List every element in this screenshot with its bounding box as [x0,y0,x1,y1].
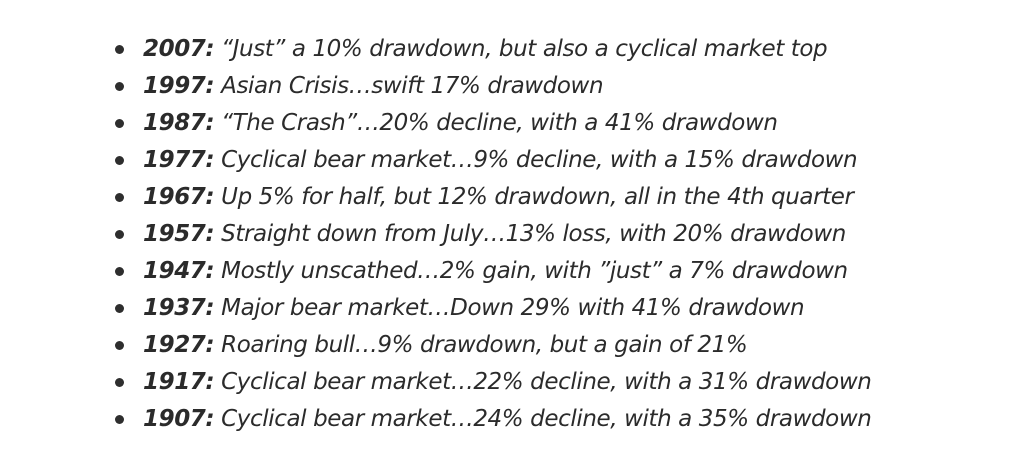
item-description: Roaring bull…9% drawdown, but a gain of … [214,332,748,358]
bullet-dot [115,82,124,91]
bullet-dot [115,119,124,128]
item-description: “Just” a 10% drawdown, but also a cyclic… [214,36,828,62]
year-label: 1967: [143,184,215,210]
list-item-line: 1987: “The Crash”…20% decline, with a 41… [143,105,778,142]
item-description: “The Crash”…20% decline, with a 41% draw… [214,110,778,136]
bullet-dot [115,341,124,350]
list-item-line: 1967: Up 5% for half, but 12% drawdown, … [143,179,854,216]
bullet-dot [115,156,124,165]
list-item-line: 1977: Cyclical bear market…9% decline, w… [143,142,858,179]
item-description: Cyclical bear market…22% decline, with a… [214,369,872,395]
list-item-line: 2007: “Just” a 10% drawdown, but also a … [143,31,828,68]
list-item-line: 1947: Mostly unscathed…2% gain, with ”ju… [143,253,848,290]
year-label: 2007: [143,36,215,62]
year-label: 1917: [143,369,215,395]
bullet-dot [115,378,124,387]
list-item-line: 1907: Cyclical bear market…24% decline, … [143,401,872,438]
item-description: Mostly unscathed…2% gain, with ”just” a … [214,258,848,284]
item-description: Asian Crisis…swift 17% drawdown [214,73,604,99]
list-item-line: 1937: Major bear market…Down 29% with 41… [143,290,805,327]
year-label: 1997: [143,73,215,99]
item-description: Cyclical bear market…9% decline, with a … [214,147,858,173]
item-description: Up 5% for half, but 12% drawdown, all in… [214,184,854,210]
list-item-line: 1917: Cyclical bear market…22% decline, … [143,364,872,401]
list-item-line: 1997: Asian Crisis…swift 17% drawdown [143,68,604,105]
item-description: Straight down from July…13% loss, with 2… [214,221,846,247]
list-item-line: 1927: Roaring bull…9% drawdown, but a ga… [143,327,748,364]
bullet-dot [115,267,124,276]
year-label: 1927: [143,332,215,358]
item-description: Major bear market…Down 29% with 41% draw… [214,295,805,321]
year-label: 1937: [143,295,215,321]
year-label: 1987: [143,110,215,136]
bullet-dot [115,230,124,239]
item-description: Cyclical bear market…24% decline, with a… [214,406,872,432]
bullet-dot [115,193,124,202]
bullet-dot [115,45,124,54]
year-label: 1907: [143,406,215,432]
year-label: 1977: [143,147,215,173]
bullet-dot [115,304,124,313]
bullet-dot [115,415,124,424]
year-label: 1957: [143,221,215,247]
list-item-line: 1957: Straight down from July…13% loss, … [143,216,846,253]
year-label: 1947: [143,258,215,284]
